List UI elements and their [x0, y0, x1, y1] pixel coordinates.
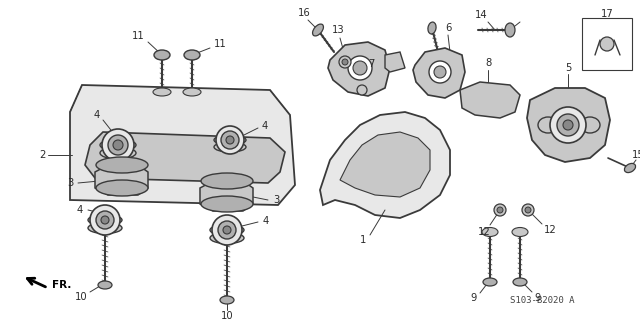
Ellipse shape — [220, 296, 234, 304]
Circle shape — [600, 37, 614, 51]
Circle shape — [226, 136, 234, 144]
Polygon shape — [413, 48, 465, 98]
Polygon shape — [95, 165, 148, 195]
Ellipse shape — [312, 24, 323, 36]
Ellipse shape — [428, 22, 436, 34]
Ellipse shape — [100, 139, 136, 151]
Circle shape — [96, 211, 114, 229]
Text: 4: 4 — [262, 121, 268, 131]
Circle shape — [434, 66, 446, 78]
Ellipse shape — [512, 227, 528, 236]
Circle shape — [494, 204, 506, 216]
Ellipse shape — [201, 196, 253, 212]
Ellipse shape — [183, 88, 201, 96]
Ellipse shape — [210, 225, 244, 235]
Circle shape — [221, 131, 239, 149]
Polygon shape — [328, 42, 390, 96]
Text: 10: 10 — [75, 292, 87, 302]
Ellipse shape — [513, 278, 527, 286]
Ellipse shape — [483, 278, 497, 286]
Ellipse shape — [154, 50, 170, 60]
Polygon shape — [460, 82, 520, 118]
Text: 7: 7 — [368, 59, 374, 69]
Polygon shape — [527, 88, 610, 162]
Ellipse shape — [98, 281, 112, 289]
Text: 3: 3 — [67, 178, 73, 188]
Ellipse shape — [214, 142, 246, 152]
Ellipse shape — [210, 233, 244, 243]
Circle shape — [563, 120, 573, 130]
Circle shape — [348, 56, 372, 80]
Text: 14: 14 — [476, 10, 488, 20]
Text: 12: 12 — [543, 225, 556, 235]
Text: 12: 12 — [477, 227, 490, 237]
Ellipse shape — [100, 147, 136, 159]
Text: 5: 5 — [565, 63, 571, 73]
Ellipse shape — [184, 50, 200, 60]
Circle shape — [218, 221, 236, 239]
Polygon shape — [200, 181, 253, 211]
Circle shape — [212, 215, 242, 245]
Polygon shape — [70, 85, 295, 205]
Ellipse shape — [538, 117, 558, 133]
Bar — [582, 18, 632, 70]
Text: 17: 17 — [600, 9, 613, 19]
Ellipse shape — [96, 157, 148, 173]
Circle shape — [223, 226, 231, 234]
Text: 15: 15 — [632, 150, 640, 160]
Ellipse shape — [88, 222, 122, 234]
Circle shape — [101, 216, 109, 224]
Ellipse shape — [201, 173, 253, 189]
Circle shape — [357, 85, 367, 95]
Text: 9: 9 — [471, 293, 477, 303]
Text: 8: 8 — [485, 58, 491, 68]
Circle shape — [216, 126, 244, 154]
Polygon shape — [85, 132, 285, 183]
Circle shape — [90, 205, 120, 235]
Text: 4: 4 — [94, 110, 100, 120]
Circle shape — [113, 140, 123, 150]
Polygon shape — [340, 132, 430, 197]
Text: 16: 16 — [298, 8, 310, 18]
Circle shape — [429, 61, 451, 83]
Text: 1: 1 — [360, 235, 366, 245]
Polygon shape — [320, 112, 450, 218]
Circle shape — [339, 56, 351, 68]
Text: 4: 4 — [77, 205, 83, 215]
Ellipse shape — [88, 214, 122, 226]
Ellipse shape — [505, 23, 515, 37]
Text: 6: 6 — [445, 23, 451, 33]
Circle shape — [108, 135, 128, 155]
Text: 13: 13 — [332, 25, 344, 35]
Polygon shape — [385, 52, 405, 72]
Circle shape — [353, 61, 367, 75]
Text: FR.: FR. — [52, 280, 72, 290]
Circle shape — [522, 204, 534, 216]
Text: 4: 4 — [263, 216, 269, 226]
Ellipse shape — [153, 88, 171, 96]
Text: 3: 3 — [273, 195, 279, 205]
Text: 9: 9 — [535, 293, 541, 303]
Text: S103-B2020 A: S103-B2020 A — [510, 296, 575, 305]
Circle shape — [557, 114, 579, 136]
Text: 11: 11 — [132, 31, 145, 41]
Text: 11: 11 — [214, 39, 227, 49]
Circle shape — [497, 207, 503, 213]
Text: 10: 10 — [221, 311, 234, 319]
Text: 2: 2 — [39, 150, 45, 160]
Ellipse shape — [580, 117, 600, 133]
Circle shape — [342, 59, 348, 65]
Ellipse shape — [96, 180, 148, 196]
Ellipse shape — [625, 163, 636, 173]
Circle shape — [550, 107, 586, 143]
Circle shape — [525, 207, 531, 213]
Ellipse shape — [214, 135, 246, 145]
Ellipse shape — [482, 227, 498, 236]
Circle shape — [102, 129, 134, 161]
